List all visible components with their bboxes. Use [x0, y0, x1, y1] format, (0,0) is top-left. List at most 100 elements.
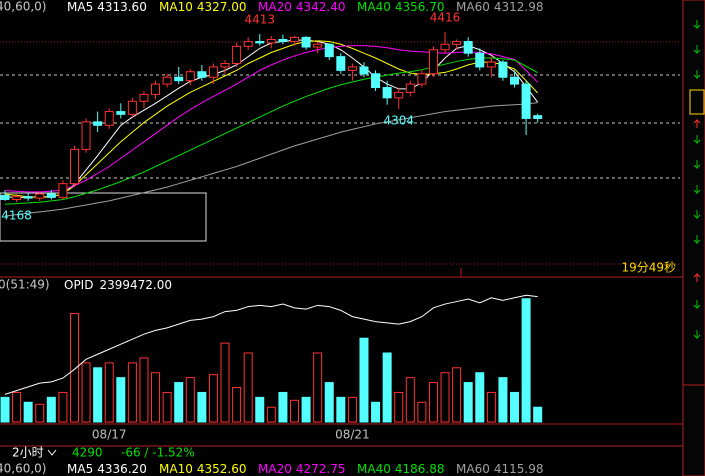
legend-item: MA40 4356.70 — [357, 0, 444, 14]
volume-bar — [324, 382, 334, 423]
volume-bar — [301, 396, 311, 423]
candle-body — [324, 43, 334, 58]
candle-body — [12, 196, 22, 200]
candle-body — [151, 83, 161, 95]
volume-bar — [440, 372, 450, 423]
legend-name: MA60 — [456, 0, 490, 14]
volume-bar — [510, 391, 520, 423]
volume-bar — [151, 372, 161, 423]
sidebar-panel — [682, 0, 705, 476]
extreme-label: 4304 — [383, 113, 414, 127]
volume-bar — [12, 391, 22, 423]
ma-line — [4, 40, 539, 198]
candle-body — [440, 43, 450, 51]
volume-bar — [486, 391, 496, 423]
volume-bar — [266, 406, 276, 423]
candle-body — [81, 121, 91, 150]
volume-bar — [521, 298, 531, 423]
candle-body — [23, 196, 33, 199]
candle-body — [208, 66, 218, 78]
volume-bar — [197, 391, 207, 423]
candle-body — [486, 61, 496, 68]
candle-body — [243, 41, 253, 47]
extreme-label: 4413 — [244, 12, 275, 26]
volume-bar — [58, 391, 68, 423]
candle-body — [174, 76, 184, 82]
ma-line — [4, 102, 538, 217]
volume-bar — [185, 377, 195, 423]
candle-body — [104, 111, 114, 126]
legend-value: 4356.70 — [395, 0, 445, 14]
sidebar-arrows — [693, 20, 701, 340]
volume-bar — [243, 352, 253, 423]
volume-bar — [336, 396, 346, 423]
volume-bar — [417, 401, 427, 423]
candle-body — [475, 52, 485, 68]
legend-value: 4186.88 — [395, 462, 445, 476]
volume-bar — [46, 396, 56, 423]
x-tick-label: 08/17 — [92, 428, 127, 442]
candle-body — [266, 38, 276, 44]
candle-body — [116, 111, 126, 115]
legend-name: MA5 — [67, 462, 93, 476]
candle-body — [93, 121, 103, 126]
volume-bar — [220, 342, 230, 423]
candle-body — [452, 41, 462, 45]
volume-bar — [162, 391, 172, 423]
legend-item: MA20 4272.75 — [258, 462, 345, 476]
timer: 19分49秒 — [621, 261, 676, 275]
candle-body — [359, 66, 369, 75]
legend-item: MA40 4186.88 — [357, 462, 444, 476]
volume-bar — [278, 391, 288, 423]
candle-body — [382, 87, 392, 99]
ma-line — [4, 57, 538, 205]
candle-body — [185, 71, 195, 82]
sidebar-marker — [689, 89, 705, 115]
candle-body — [428, 49, 438, 75]
candle-body — [301, 36, 311, 48]
legend-value: 4272.75 — [296, 462, 346, 476]
last-price: 4290 — [72, 446, 103, 460]
legend-value: 4327.00 — [197, 0, 247, 14]
x-tick-label: 08/21 — [335, 428, 370, 442]
volume-bar — [174, 382, 184, 423]
legend-value: 4342.40 — [296, 0, 346, 14]
legend-item: MA5 4336.20 — [67, 462, 147, 476]
volume-bar — [255, 396, 265, 423]
legend-name: MA20 — [258, 462, 292, 476]
candle-body — [394, 91, 404, 99]
volume-bar — [452, 367, 462, 423]
candle-body — [417, 73, 427, 85]
candle-body — [521, 83, 531, 119]
candle-body — [69, 148, 79, 185]
volume-bar — [35, 403, 45, 423]
sidebar — [682, 0, 705, 476]
legend-name: MA10 — [159, 0, 193, 14]
candle-body — [162, 76, 172, 85]
candle-body — [405, 83, 415, 93]
legend-item: MA60 4312.98 — [456, 0, 543, 14]
candle-body — [232, 45, 242, 65]
candle-body — [0, 194, 10, 200]
candle-body — [313, 43, 323, 48]
selection-box — [0, 192, 207, 242]
candle-body — [46, 193, 56, 198]
candle-body — [498, 61, 508, 78]
candle-body — [347, 66, 357, 71]
extreme-label: 4168 — [1, 209, 32, 223]
volume-bar — [394, 391, 404, 423]
volume-bar — [475, 372, 485, 423]
volume-bar — [0, 396, 10, 423]
legend-params: 40,60,0) — [0, 0, 46, 14]
legend-name: MA40 — [357, 462, 391, 476]
legend-name: MA20 — [258, 0, 292, 14]
candle-body — [58, 183, 68, 198]
volume-bar — [382, 352, 392, 423]
legend-value: 4313.60 — [97, 0, 147, 14]
candle-body — [336, 56, 346, 71]
legend-item: MA10 4352.60 — [159, 462, 246, 476]
volume-bar — [23, 401, 33, 423]
volume-bar — [69, 313, 79, 423]
ma-line — [4, 45, 539, 193]
volume-bar — [359, 337, 369, 423]
